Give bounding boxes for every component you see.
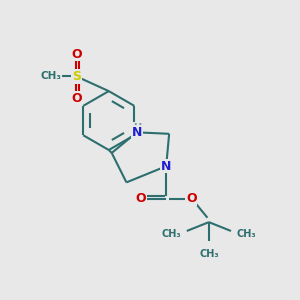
Text: CH₃: CH₃ [199, 249, 219, 259]
Text: CH₃: CH₃ [161, 229, 181, 239]
Text: N: N [161, 160, 171, 173]
Text: N: N [132, 126, 142, 139]
Text: CH₃: CH₃ [237, 229, 256, 239]
Text: O: O [71, 48, 82, 61]
Text: O: O [136, 192, 146, 205]
Text: S: S [72, 70, 81, 83]
Text: O: O [71, 92, 82, 105]
Text: CH₃: CH₃ [41, 71, 62, 81]
Text: H: H [133, 123, 141, 133]
Text: O: O [186, 192, 196, 205]
